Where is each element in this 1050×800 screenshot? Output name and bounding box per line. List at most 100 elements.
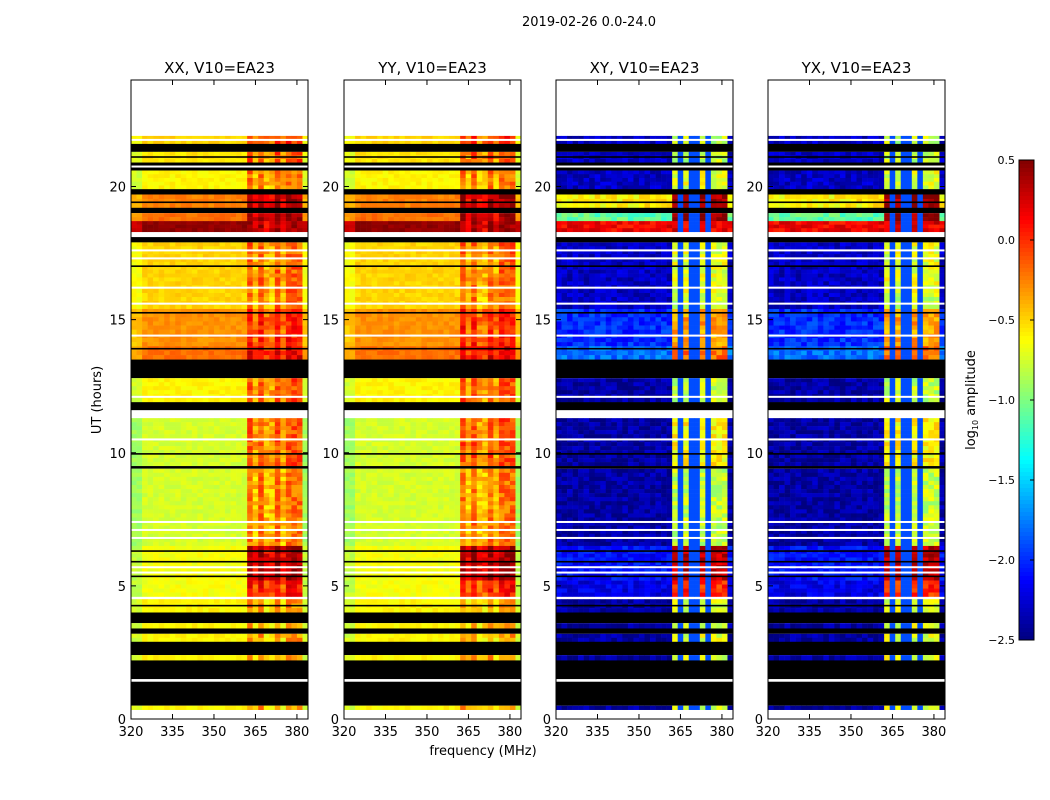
heatmap-cell [213,517,220,522]
heatmap-cell [208,304,215,310]
heatmap-cell [515,224,522,229]
heatmap-cell [136,250,143,255]
heatmap-cell [471,265,478,270]
heatmap-cell [291,521,298,526]
heatmap-cell [158,135,165,141]
heatmap-cell [208,576,215,581]
heatmap-cell [504,177,511,183]
heatmap-cell [399,293,406,298]
heatmap-cell [186,170,193,175]
heatmap-cell [280,484,287,490]
heatmap-cell [208,505,215,510]
heatmap-cell [382,242,389,247]
heatmap-cell [175,194,182,200]
heatmap-cell [498,198,505,204]
heatmap-cell [191,476,198,482]
heatmap-cell [415,257,422,263]
heatmap-cell [208,296,215,302]
heatmap-cell [136,242,143,247]
heatmap-cell [142,584,148,589]
heatmap-cell [147,254,154,259]
heatmap-cell [515,277,522,282]
heatmap-cell [382,228,389,233]
heatmap-cell [142,217,148,222]
heatmap-cell [147,317,154,322]
heatmap-cell [366,293,372,298]
heatmap-cell [252,588,259,593]
heatmap-cell [471,135,478,141]
heatmap-cell [208,293,215,298]
heatmap-cell [230,545,237,551]
heatmap-cell [191,501,198,506]
heatmap-cell [515,293,522,298]
heatmap-cell [285,151,292,156]
heatmap-cell [142,446,148,451]
heatmap-cell [302,350,309,356]
heatmap-cell [247,203,253,209]
heatmap-cell [498,281,505,286]
heatmap-cell [131,497,137,502]
heatmap-cell [388,174,395,179]
heatmap-cell [241,576,248,581]
heatmap-cell [360,198,367,204]
heatmap-cell [241,422,248,427]
heatmap-cell [230,426,237,431]
heatmap-cell [471,158,478,163]
heatmap-cell [263,313,270,318]
heatmap-cell [247,273,253,278]
heatmap-cell [296,242,303,247]
heatmap-cell [153,517,159,522]
heatmap-cell [252,170,259,175]
heatmap-cell [404,213,411,218]
heatmap-cell [393,261,400,267]
heatmap-cell [377,342,384,347]
heatmap-cell [225,313,231,318]
heatmap-cell [493,269,500,274]
heatmap-cell [344,296,350,302]
heatmap-cell [285,545,292,551]
heatmap-cell [213,541,220,547]
heatmap-cell [164,509,171,514]
heatmap-cell [169,198,176,204]
heatmap-cell [136,135,143,141]
heatmap-cell [465,337,472,343]
heatmap-cell [202,422,209,427]
heatmap-cell [399,135,406,141]
heatmap-cell [208,213,215,218]
heatmap-cell [454,151,461,156]
heatmap-cell [371,224,378,229]
heatmap-cell [487,337,494,343]
heatmap-cell [285,529,292,535]
heatmap-cell [202,185,209,190]
heatmap-cell [252,430,259,435]
heatmap-cell [175,378,182,383]
heatmap-cell [186,561,193,566]
heatmap-cell [302,185,309,190]
heatmap-cell [280,569,287,574]
heatmap-cell [296,521,303,526]
heatmap-cell [247,430,253,435]
heatmap-cell [438,293,444,298]
heatmap-cell [280,296,287,302]
heatmap-cell [142,561,148,566]
heatmap-cell [164,525,171,530]
heatmap-cell [291,509,298,514]
heatmap-cell [274,151,281,156]
heatmap-cell [302,553,309,558]
heatmap-cell [208,442,215,447]
heatmap-cell [197,561,204,566]
heatmap-cell [197,497,204,502]
heatmap-cell [258,337,265,343]
heatmap-cell [131,569,137,574]
heatmap-cell [258,418,265,423]
heatmap-cell [258,623,265,629]
heatmap-cell [280,174,287,179]
heatmap-cell [509,198,516,204]
heatmap-cell [213,355,220,360]
heatmap-cell [476,289,483,294]
heatmap-cell [366,382,372,387]
heatmap-cell [219,434,226,439]
heatmap-cell [241,269,248,274]
heatmap-cell [296,450,303,455]
